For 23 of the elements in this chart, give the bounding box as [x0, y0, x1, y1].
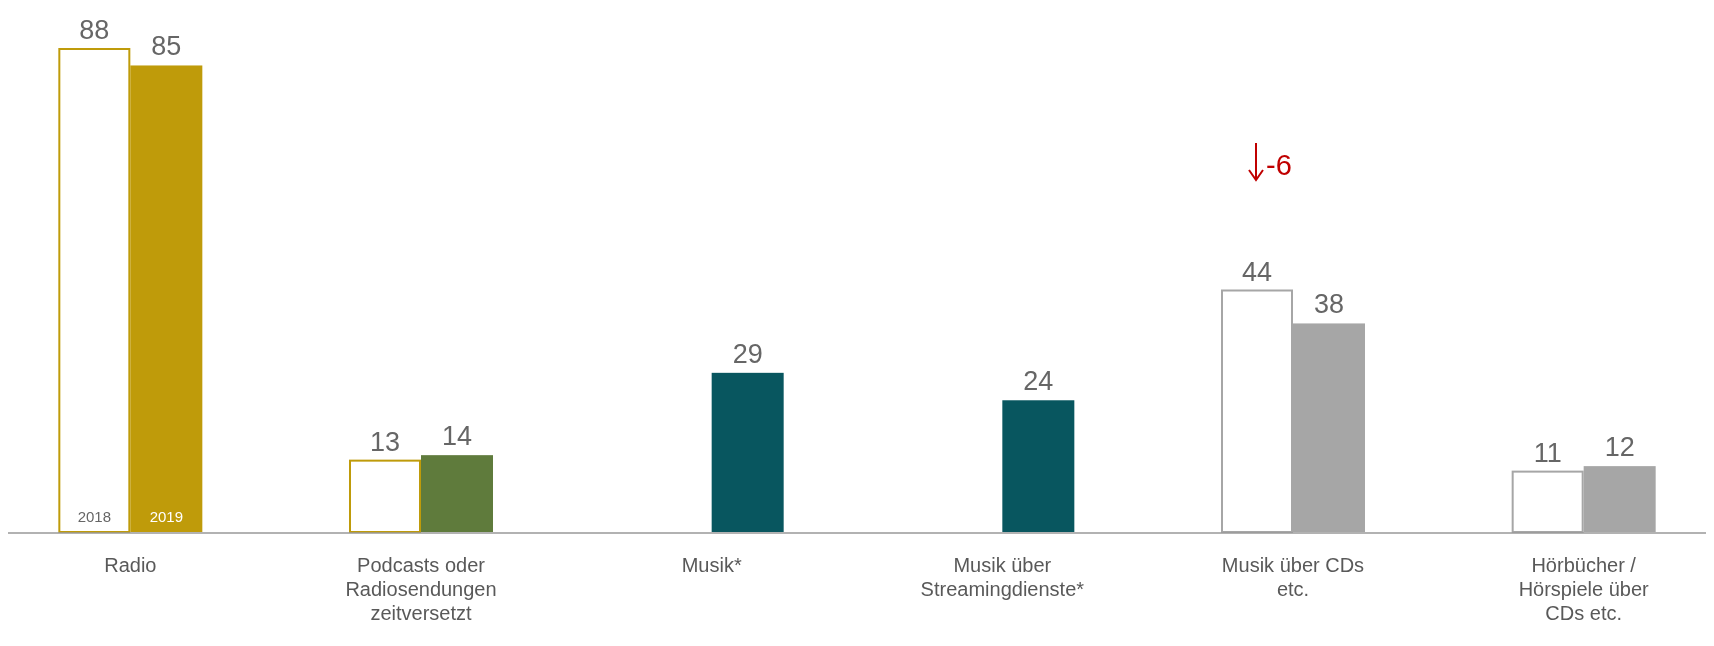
- data-label: 88: [79, 15, 110, 45]
- series-label: 2018: [77, 508, 112, 525]
- x-tick-label: Musik über CDs etc.: [1221, 554, 1365, 600]
- bar: [1002, 400, 1075, 532]
- data-label: 14: [441, 421, 473, 452]
- data-label: 38: [1313, 289, 1345, 320]
- x-tick-label: Musik*: [681, 554, 742, 576]
- x-tick-label: Radio: [104, 554, 157, 576]
- x-tick-label: Hörbücher / Hörspiele über CDs etc.: [1518, 554, 1650, 624]
- bar: [421, 455, 493, 532]
- bar: [711, 372, 784, 532]
- data-label: 29: [732, 338, 763, 369]
- data-label: 24: [1023, 366, 1054, 397]
- x-tick-label: Musik über Streamingdienste*: [920, 554, 1085, 600]
- series-label: 2019: [149, 508, 184, 525]
- x-tick-label: Podcasts oder Radiosendungen zeitversetzt: [345, 554, 497, 624]
- bar: [349, 459, 421, 533]
- annotation: -6: [1266, 149, 1292, 181]
- data-label: 11: [1533, 437, 1562, 468]
- data-label: 12: [1604, 432, 1635, 463]
- data-label: 85: [151, 31, 182, 62]
- data-label: 44: [1241, 256, 1273, 287]
- data-label: 13: [369, 426, 401, 457]
